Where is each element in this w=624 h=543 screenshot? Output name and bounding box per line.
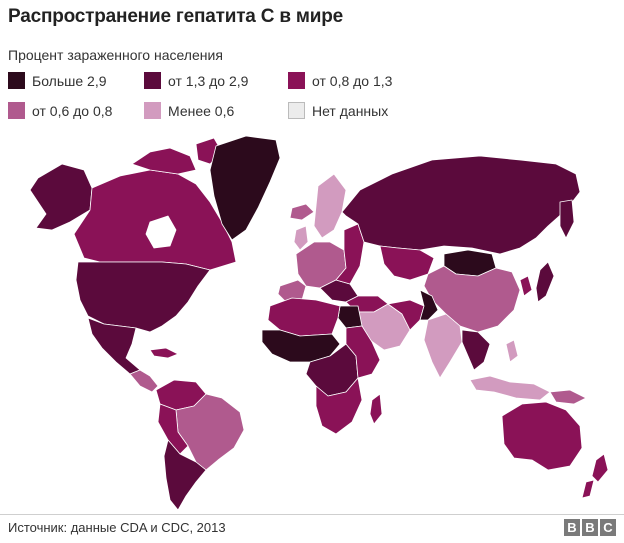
region-new-guinea	[549, 389, 587, 405]
region-russia	[341, 155, 581, 255]
region-southern-africa	[315, 377, 363, 435]
region-indonesia	[469, 375, 551, 401]
region-central-asia	[379, 245, 435, 281]
legend-label: от 1,3 до 2,9	[168, 72, 249, 89]
legend-label: Нет данных	[312, 102, 389, 119]
region-north-africa	[267, 297, 341, 337]
logo-letter: B	[564, 519, 580, 536]
legend-item-0-8-to-1-3: от 0,8 до 1,3	[288, 72, 392, 89]
region-korea	[519, 275, 533, 297]
legend-swatch	[288, 102, 305, 119]
legend-swatch	[8, 72, 25, 89]
world-map-svg	[29, 135, 609, 511]
region-iceland	[289, 203, 315, 221]
legend-item-no-data: Нет данных	[288, 102, 388, 119]
region-se-asia	[461, 329, 491, 371]
legend-item-over-2-9: Больше 2,9	[8, 72, 107, 89]
legend-item-1-3-to-2-9: от 1,3 до 2,9	[144, 72, 248, 89]
legend-label: от 0,6 до 0,8	[32, 102, 113, 119]
bbc-logo: B B C	[564, 519, 616, 536]
legend-label: Больше 2,9	[32, 72, 107, 89]
region-new-zealand-south	[581, 479, 595, 499]
legend-swatch	[8, 102, 25, 119]
source-note: Источник: данные CDA и CDC, 2013	[8, 520, 226, 535]
region-scandinavia	[313, 173, 347, 239]
legend-title: Процент зараженного населения	[8, 47, 223, 63]
region-alaska	[29, 163, 93, 231]
legend-item-under-0-6: Менее 0,6	[144, 102, 234, 119]
region-greenland	[209, 135, 281, 241]
legend-label: Менее 0,6	[168, 102, 235, 119]
region-madagascar	[369, 393, 383, 425]
region-east-africa	[345, 325, 381, 379]
region-mexico	[87, 317, 141, 375]
legend-swatch	[144, 102, 161, 119]
region-japan	[535, 261, 555, 303]
legend-item-0-6-to-0-8: от 0,6 до 0,8	[8, 102, 112, 119]
legend: Больше 2,9 от 1,3 до 2,9 от 0,8 до 1,3 о…	[8, 72, 608, 122]
region-uk	[293, 225, 309, 251]
region-australia	[501, 401, 583, 471]
world-map	[0, 130, 624, 515]
map-title: Распространение гепатита С в мире	[8, 6, 344, 27]
region-central-america	[129, 369, 159, 393]
legend-swatch	[288, 72, 305, 89]
logo-letter: C	[600, 519, 616, 536]
region-caribbean	[149, 347, 179, 359]
legend-swatch	[144, 72, 161, 89]
region-kamchatka	[559, 199, 575, 239]
hudson-bay	[145, 215, 177, 249]
footer-divider	[0, 514, 624, 515]
region-philippines	[505, 339, 519, 363]
region-peru-bolivia	[157, 403, 189, 455]
region-argentina	[163, 439, 207, 511]
region-egypt	[337, 305, 363, 329]
legend-label: от 0,8 до 1,3	[312, 72, 393, 89]
region-usa	[75, 261, 211, 333]
region-arctic-islands	[131, 147, 197, 175]
region-india	[423, 313, 463, 379]
logo-letter: B	[582, 519, 598, 536]
region-new-zealand	[591, 453, 609, 483]
